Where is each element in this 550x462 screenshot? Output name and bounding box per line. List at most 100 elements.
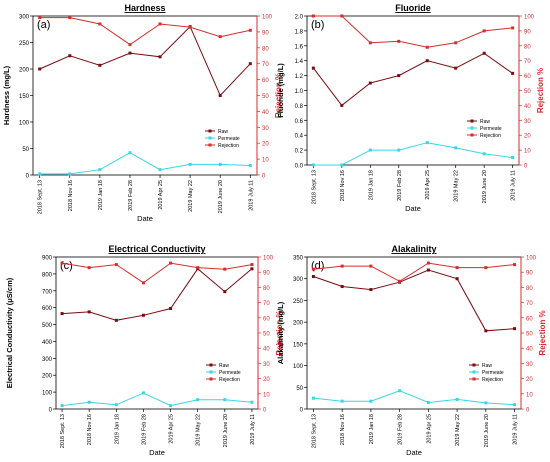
data-point-permeate (128, 151, 132, 155)
data-point-raw (340, 285, 344, 289)
legend-label: Permeate (218, 136, 240, 142)
data-point-raw (250, 267, 254, 271)
y2-tick-label: 50 (263, 332, 270, 338)
y2-tick-label: 70 (262, 62, 269, 68)
data-point-raw (454, 66, 458, 70)
x-tick-label: 2019 Apr 25 (158, 180, 164, 210)
x-axis-label: Date (406, 448, 422, 457)
legend-marker (470, 126, 474, 130)
y-tick-label: 0.4 (295, 134, 304, 140)
x-tick-label: 2019 June 20 (223, 414, 229, 447)
data-point-rejection (398, 279, 402, 283)
x-axis-label: Date (137, 214, 153, 223)
series-line-permeate (39, 152, 251, 175)
y-tick-label: 0.0 (295, 164, 304, 170)
data-point-rejection (68, 16, 72, 20)
y-tick-label: 300 (19, 15, 30, 21)
data-point-permeate (60, 404, 64, 408)
y2-tick-label: 30 (262, 126, 269, 132)
y2-tick-label: 60 (526, 316, 533, 322)
series-line-raw (313, 269, 515, 332)
data-point-permeate (369, 399, 373, 403)
y2-tick-label: 70 (524, 59, 531, 65)
series-line-permeate (313, 390, 515, 406)
data-point-permeate (340, 163, 344, 167)
legend-marker (472, 363, 476, 367)
x-tick-label: 2019 July 11 (513, 414, 519, 445)
y2-tick-label: 0 (262, 174, 266, 180)
data-point-rejection (340, 14, 344, 18)
data-point-rejection (223, 267, 227, 271)
data-point-raw (158, 55, 162, 59)
legend-marker (208, 129, 212, 133)
y-tick-label: 150 (293, 342, 304, 348)
y2-tick-label: 40 (524, 104, 531, 110)
chart-title: Hardness (124, 3, 165, 13)
data-point-permeate (484, 401, 488, 405)
legend-label: Rejection (219, 377, 240, 383)
y-tick-label: 0.8 (295, 104, 304, 110)
y-tick-label: 350 (293, 256, 304, 262)
data-point-rejection (196, 266, 200, 270)
data-point-permeate (455, 397, 459, 401)
y2-tick-label: 80 (526, 286, 533, 292)
y2-axis-label: Rejection % (275, 310, 284, 355)
legend-label: Rejection (480, 133, 501, 139)
y-tick-label: 800 (42, 272, 53, 278)
y2-tick-label: 10 (524, 149, 531, 155)
data-point-permeate (397, 148, 401, 152)
legend-marker (470, 119, 474, 123)
x-tick-label: 2019 Feb 28 (397, 170, 403, 201)
data-point-raw (311, 66, 315, 70)
x-tick-label: 2019 June 20 (484, 414, 490, 447)
x-tick-label: 2019 Apr 25 (425, 170, 431, 200)
series-line-rejection (313, 15, 513, 48)
y-tick-label: 250 (293, 299, 304, 305)
series-line-raw (39, 25, 251, 97)
data-point-rejection (311, 267, 315, 271)
data-point-raw (60, 312, 64, 316)
x-tick-label: 2019 Jan 18 (369, 414, 375, 444)
y2-axis-label: Rejection % (536, 68, 545, 113)
x-tick-label: 2019 Feb 28 (398, 414, 404, 445)
data-point-raw (68, 54, 72, 58)
data-point-raw (482, 51, 486, 55)
data-point-raw (455, 277, 459, 281)
y-tick-label: 150 (19, 94, 30, 100)
data-point-permeate (511, 156, 515, 160)
data-point-permeate (513, 403, 517, 407)
data-point-raw (141, 313, 145, 317)
y-tick-label: 900 (42, 256, 53, 262)
legend-label: Permeate (219, 370, 241, 376)
data-point-permeate (87, 400, 91, 404)
chart-title: Electrical Conductivity (108, 244, 205, 254)
y2-axis-label: Rejection % (274, 73, 283, 118)
data-point-rejection (311, 14, 315, 18)
y2-tick-label: 0 (526, 408, 530, 414)
y2-tick-label: 0 (263, 408, 267, 414)
x-tick-label: 2019 Apr 25 (426, 414, 432, 444)
y2-tick-label: 40 (263, 347, 270, 353)
y-tick-label: 400 (42, 340, 53, 346)
plot-frame (306, 15, 520, 166)
data-point-rejection (128, 43, 132, 47)
chart-panel-4: Alakalinity(d)05010015020025030035001020… (276, 244, 547, 457)
legend-marker (209, 370, 213, 374)
data-point-raw (248, 62, 252, 66)
data-point-raw (511, 71, 515, 75)
y2-tick-label: 60 (263, 316, 270, 322)
data-point-permeate (141, 391, 145, 395)
data-point-raw (340, 103, 344, 107)
x-tick-label: 2019 May 22 (196, 414, 202, 446)
data-point-raw (38, 67, 42, 71)
data-point-rejection (60, 261, 64, 265)
x-axis-label: Date (405, 204, 421, 213)
data-point-permeate (454, 146, 458, 150)
data-point-permeate (158, 168, 162, 172)
y2-tick-label: 10 (526, 392, 533, 398)
x-tick-label: 2019 June 20 (482, 170, 488, 203)
y2-tick-label: 70 (263, 301, 270, 307)
data-point-raw (426, 268, 430, 272)
y-tick-label: 0 (26, 174, 30, 180)
